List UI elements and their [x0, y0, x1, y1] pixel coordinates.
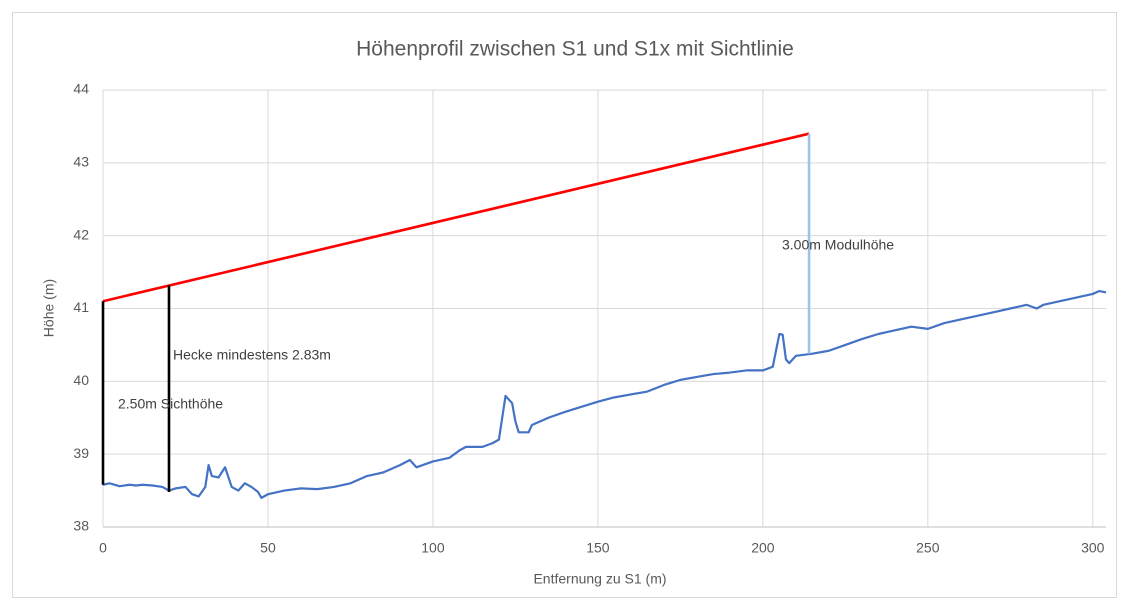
y-tick-label: 40	[73, 372, 89, 388]
x-axis-label: Entfernung zu S1 (m)	[533, 571, 666, 587]
annotation: 2.50m Sichthöhe	[118, 396, 223, 412]
y-axis-label: Höhe (m)	[41, 279, 57, 337]
y-tick-label: 41	[73, 299, 89, 315]
x-tick-label: 200	[751, 540, 775, 556]
x-tick-label: 0	[99, 540, 107, 556]
x-tick-label: 100	[421, 540, 445, 556]
x-tick-label: 50	[260, 540, 276, 556]
y-tick-label: 42	[73, 226, 89, 242]
series-line	[102, 289, 1107, 499]
chart-title: Höhenprofil zwischen S1 und S1x mit Sich…	[356, 38, 794, 61]
y-tick-label: 43	[73, 154, 89, 170]
x-tick-label: 300	[1081, 540, 1105, 556]
x-tick-label: 150	[586, 540, 610, 556]
annotation: 3.00m Modulhöhe	[782, 237, 894, 253]
y-tick-label: 38	[73, 518, 89, 534]
x-tick-label: 250	[916, 540, 940, 556]
series-line	[102, 132, 810, 303]
annotation: Hecke mindestens 2.83m	[173, 347, 331, 363]
chart-border	[12, 12, 1117, 598]
y-tick-label: 39	[73, 445, 89, 461]
y-tick-label: 44	[73, 81, 89, 97]
